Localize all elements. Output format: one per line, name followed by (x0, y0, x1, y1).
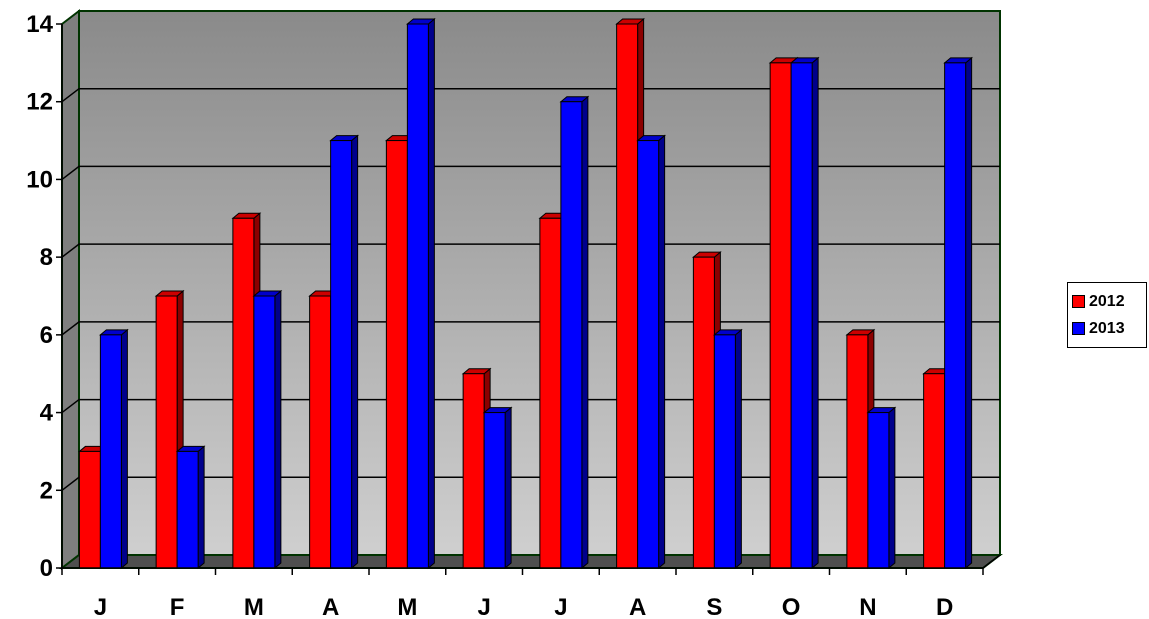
bar-front (330, 140, 353, 569)
bar-front (790, 62, 813, 569)
bar-front (944, 62, 967, 569)
bar-front (176, 450, 199, 569)
legend-label-2012: 2012 (1089, 292, 1125, 310)
bar-2013-10 (866, 406, 897, 570)
bar-2013-3 (329, 134, 360, 570)
legend-item-2013: 2013 (1072, 315, 1146, 342)
bar-front (637, 140, 660, 569)
bar-side (197, 445, 205, 570)
bar-side (658, 134, 666, 570)
y-tick-label: 4 (40, 400, 54, 427)
gridline (61, 243, 1000, 258)
bars (77, 17, 974, 570)
y-tick-label: 6 (40, 322, 53, 349)
bar-front (483, 412, 506, 569)
bar-side (811, 56, 819, 570)
bar-2013-8 (712, 328, 743, 570)
bar-front (155, 295, 178, 569)
bar-2013-2 (252, 289, 283, 570)
bar-2013-0 (98, 328, 129, 570)
bar-front (99, 334, 122, 569)
bar-side (581, 95, 589, 570)
x-tick-label: D (936, 594, 953, 619)
bar-side (734, 328, 742, 570)
bar-2013-9 (789, 56, 820, 570)
bar-front (406, 23, 429, 569)
gridline (61, 87, 1000, 103)
bar-front (462, 373, 485, 569)
legend-item-2012: 2012 (1072, 288, 1146, 315)
legend: 2012 2013 (1067, 282, 1147, 348)
bar-front (867, 412, 890, 569)
x-tick-label: A (322, 594, 339, 619)
bar-front (769, 62, 792, 569)
axes: 0 2 4 6 8 10 12 14 J F M A M J J A S O N D (26, 11, 1001, 619)
y-tick-label: 14 (26, 11, 53, 38)
x-tick-label: A (629, 594, 646, 619)
bar-side (351, 134, 359, 570)
x-tick-label: M (397, 594, 417, 619)
legend-label-2013: 2013 (1089, 319, 1125, 337)
x-tick-label: J (94, 594, 107, 619)
y-tick-label: 8 (40, 244, 53, 271)
y-tick-label: 10 (26, 166, 53, 193)
bar-side (120, 328, 128, 570)
bar-front (539, 217, 562, 569)
y-tick-label: 2 (40, 477, 53, 504)
bar-2013-4 (405, 17, 436, 570)
bar-front (78, 450, 101, 569)
x-tick-label: O (782, 594, 801, 619)
bar-2013-7 (636, 134, 667, 570)
legend-swatch-2012 (1072, 295, 1085, 308)
gridline (61, 165, 1000, 181)
bar-2013-1 (175, 445, 206, 570)
bar-front (385, 140, 408, 569)
bar-2013-6 (559, 95, 590, 570)
y-tick-label: 0 (40, 555, 53, 582)
y-tick-label: 12 (26, 89, 53, 116)
bar-side (965, 56, 973, 570)
bar-front (232, 217, 255, 569)
bar-front (616, 23, 639, 569)
x-tick-label: J (477, 594, 490, 619)
bar-front (846, 334, 869, 569)
bar-front (713, 334, 736, 569)
bar-front (560, 101, 583, 569)
x-tick-label: N (859, 594, 876, 619)
bar-front (253, 295, 276, 569)
legend-swatch-2013 (1072, 322, 1085, 335)
x-tick-label: F (170, 594, 185, 619)
bar-side (504, 406, 512, 570)
bar-side (427, 17, 435, 570)
bar-front (923, 373, 946, 569)
bar-2013-5 (482, 406, 513, 570)
bar-side (274, 289, 282, 570)
bar-2013-11 (943, 56, 974, 570)
x-tick-label: M (244, 594, 264, 619)
x-tick-label: S (706, 594, 722, 619)
bar-side (888, 406, 896, 570)
x-tick-label: J (554, 594, 567, 619)
bar-front (692, 256, 715, 569)
bar-front (309, 295, 332, 569)
